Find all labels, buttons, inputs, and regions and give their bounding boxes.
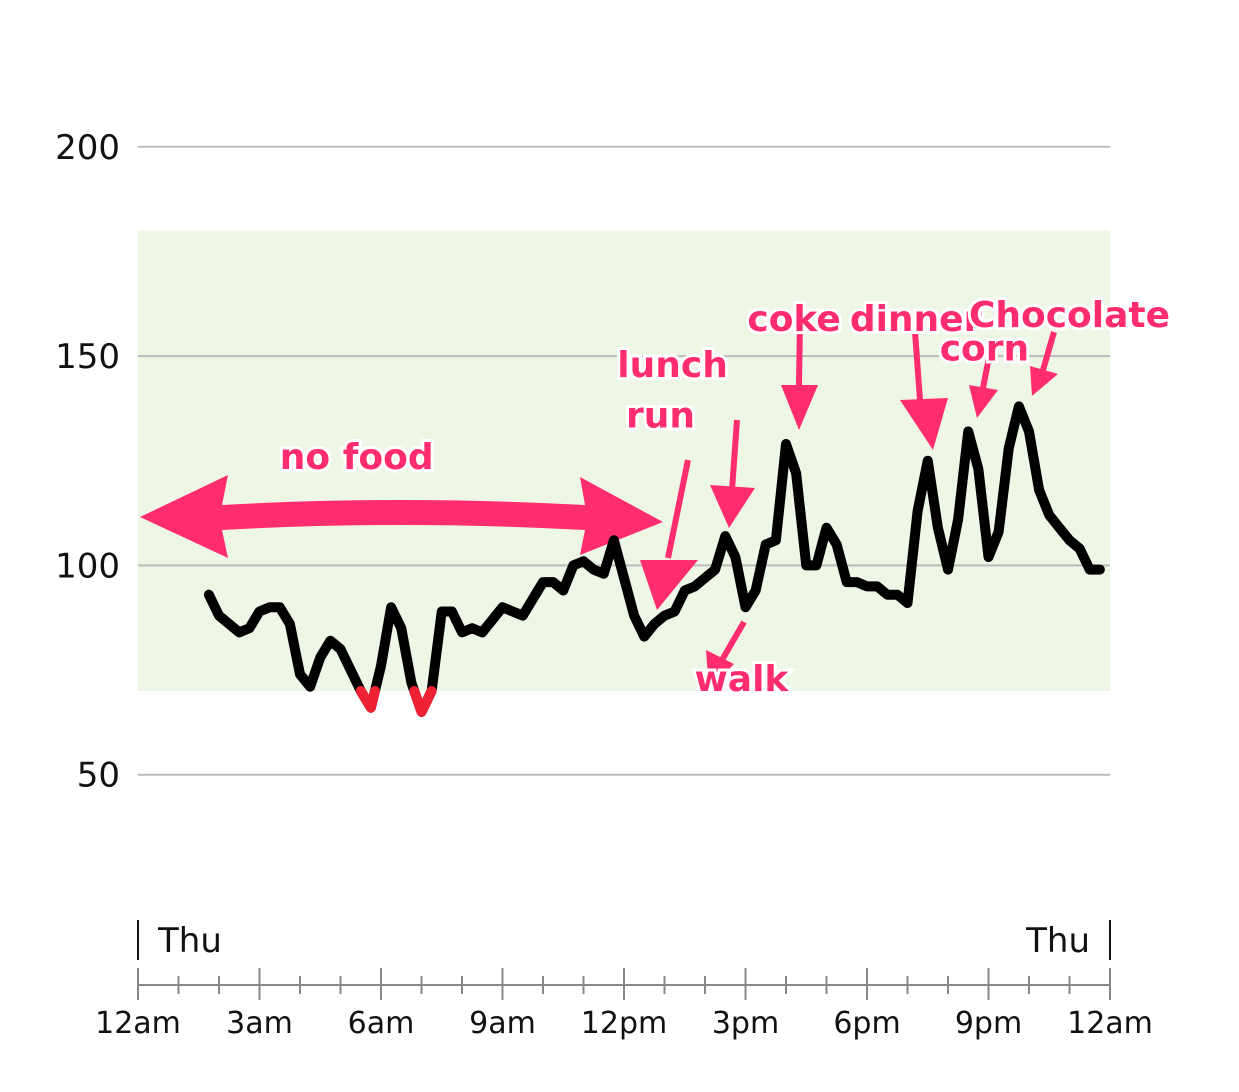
corn-arrow: [980, 341, 995, 389]
x-tick-label: 6am: [348, 1006, 415, 1041]
lunch-arrow: [729, 419, 740, 491]
annotation-walk: walk: [695, 659, 790, 700]
y-tick-label: 50: [77, 756, 120, 796]
annotation-arrows: [140, 317, 1058, 690]
coke-arrow-head: [781, 385, 818, 430]
dinner-arrow: [911, 317, 923, 401]
x-tick-label: 12pm: [581, 1006, 667, 1041]
lunch-arrow-head: [710, 485, 755, 528]
x-tick-label: 3am: [226, 1006, 293, 1041]
walk-arrow: [719, 620, 747, 662]
annotation-no-food: no food: [280, 437, 434, 478]
coke-arrow: [796, 319, 803, 386]
x-tick-label: 6pm: [833, 1006, 900, 1041]
y-tick-label: 150: [55, 337, 120, 377]
dinner-arrow-head: [900, 398, 948, 450]
run-arrow: [665, 459, 691, 559]
day-label: Thu: [1025, 921, 1090, 961]
corn-arrow-head: [969, 385, 998, 418]
annotation-lunch: lunch: [617, 345, 728, 386]
y-tick-labels: 200 150 100 50: [55, 128, 120, 796]
y-tick-label: 100: [55, 546, 120, 586]
x-tick-label: 12am: [1067, 1006, 1153, 1041]
annotation-chocolate: Chocolate: [969, 295, 1170, 336]
low-glucose-segment: [355, 685, 380, 713]
no-food-arrow: [140, 475, 663, 558]
x-axis: 12am 3am 6am 9am 12pm 3pm 6pm 9pm 12am Thu Thu: [95, 920, 1153, 1041]
chocolate-arrow: [1040, 331, 1057, 371]
annotation-coke: coke: [747, 299, 840, 340]
x-tick-label: 12am: [95, 1006, 181, 1041]
x-tick-label: 9pm: [955, 1006, 1022, 1041]
target-range-band: [138, 230, 1110, 691]
run-arrow-head: [640, 560, 698, 610]
y-tick-label: 200: [55, 128, 120, 168]
annotation-corn: corn: [940, 328, 1029, 369]
chocolate-arrow-head: [1030, 366, 1058, 396]
x-tick-label: 3pm: [712, 1006, 779, 1041]
annotation-dinner: dinner: [850, 299, 982, 340]
glucose-series: [203, 401, 1105, 717]
annotation-labels: no food lunch run walk coke dinnercornChocola…: [277, 292, 1173, 703]
low-glucose-segment: [409, 685, 437, 717]
walk-arrow-head: [706, 650, 734, 690]
x-tick-label: 9am: [469, 1006, 536, 1041]
annotation-run: run: [626, 395, 695, 436]
day-label: Thu: [157, 921, 222, 961]
low-segments: [355, 685, 437, 717]
